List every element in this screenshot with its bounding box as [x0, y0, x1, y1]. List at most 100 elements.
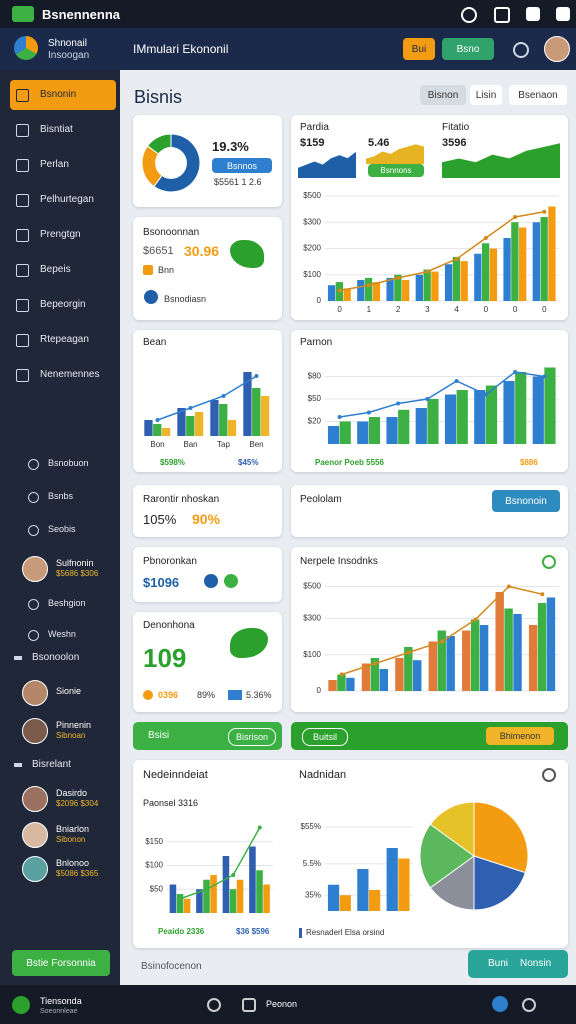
bar	[236, 879, 244, 913]
icon[interactable]	[526, 7, 540, 21]
card-title: Nadnidan	[299, 769, 347, 781]
menu-item[interactable]: Bepeorgin	[40, 299, 86, 310]
menu-icon	[16, 369, 29, 382]
avatar	[22, 680, 48, 706]
bar	[532, 222, 540, 301]
link-icon	[28, 630, 39, 641]
logo	[14, 36, 38, 60]
bar	[249, 846, 256, 913]
active-menu-item[interactable]	[10, 80, 116, 110]
chart-foot: $45%	[238, 458, 259, 467]
brand: Shnonail	[48, 38, 87, 49]
avatar	[22, 718, 48, 744]
y-tick-label: $300	[303, 614, 321, 623]
icon[interactable]	[492, 996, 508, 1012]
action-button[interactable]: Bhimenon	[486, 727, 554, 745]
header-title: IMmulari Ekononil	[133, 42, 229, 56]
bar	[519, 227, 527, 301]
menu-item[interactable]: Bisntiat	[40, 124, 73, 135]
bar	[368, 417, 381, 444]
kpi-value: 30.96	[184, 243, 220, 259]
icon[interactable]	[542, 555, 556, 569]
section-title: Bsonoolon	[32, 652, 80, 663]
orange-button[interactable]: Bui	[403, 38, 435, 60]
bar	[361, 663, 371, 691]
person-name[interactable]: Dasirdo	[56, 788, 88, 798]
badge: Bsnnos	[212, 158, 272, 173]
sidebar-link[interactable]: Seobis	[48, 524, 76, 534]
person-name[interactable]: Pinnenin	[56, 720, 92, 730]
menu-item[interactable]: Perlan	[40, 159, 69, 170]
card-title: Denonhona	[143, 620, 195, 631]
person-name[interactable]: Sulfnonin	[56, 558, 94, 568]
menu-item[interactable]: Nenemennes	[40, 369, 100, 380]
icon[interactable]	[207, 998, 221, 1012]
avatar[interactable]	[544, 36, 570, 62]
bar	[337, 674, 346, 691]
bar	[229, 889, 237, 913]
menu-item[interactable]: Bepeis	[40, 264, 71, 275]
icon[interactable]	[522, 998, 536, 1012]
icon[interactable]	[461, 7, 477, 23]
tab[interactable]: Bsenaon	[509, 85, 567, 105]
card-title: Parnon	[300, 337, 333, 348]
sidebar-link[interactable]: Weshn	[48, 629, 76, 639]
trend-line	[339, 211, 545, 292]
x-tick-label: 0	[337, 305, 342, 314]
x-tick-label: 4	[454, 305, 459, 314]
y-tick-label: $55%	[301, 822, 321, 831]
pie-chart	[419, 801, 529, 911]
bar	[513, 614, 522, 691]
person-detail: $5686 $306	[56, 569, 99, 578]
area	[442, 143, 560, 178]
tab[interactable]: Lisin	[470, 85, 502, 105]
icon[interactable]	[542, 768, 556, 782]
kpi-value: $6651	[143, 245, 174, 257]
x-tick-label: 0	[513, 305, 518, 314]
bottom-tab[interactable]: Peonon	[266, 999, 298, 1009]
green-button[interactable]: Bsno	[442, 38, 494, 60]
card-title: Nerpele Insodnks	[300, 556, 378, 567]
y-tick-label: 0	[317, 686, 322, 695]
trend-line	[179, 827, 261, 900]
sidebar-link[interactable]: Bsnobuon	[48, 458, 89, 468]
bar	[161, 428, 171, 436]
menu-icon	[16, 299, 29, 312]
person-name[interactable]: Sionie	[56, 686, 82, 696]
bar-line-chart: 0 $100 $300 $500	[303, 582, 559, 695]
panel-button[interactable]: Bsnonoin	[492, 490, 560, 512]
menu-item[interactable]: Prengtgn	[40, 229, 81, 240]
action-button[interactable]: Buitsil	[302, 728, 348, 746]
pie-slice	[419, 823, 475, 889]
app-name: Bsnennenna	[42, 7, 121, 22]
trend-line	[339, 371, 545, 418]
person-name[interactable]: Bnlonoo	[56, 858, 90, 868]
menu-item[interactable]: Rtepeagan	[40, 334, 89, 345]
action-button[interactable]: Bisrison	[228, 728, 276, 746]
bar	[537, 603, 547, 691]
tab[interactable]: Bisnon	[420, 85, 466, 105]
bar	[222, 856, 230, 913]
icon[interactable]	[242, 998, 256, 1012]
bar	[474, 390, 486, 444]
menu-item[interactable]: Pelhurtegan	[40, 194, 94, 205]
settings-icon[interactable]	[513, 42, 529, 58]
icon[interactable]	[494, 7, 510, 23]
bar-line-chart: Bon Ban Tap Ben	[144, 372, 270, 449]
sidebar-link[interactable]: Beshgion	[48, 598, 86, 608]
bar	[428, 641, 438, 691]
footer-button[interactable]	[468, 950, 568, 978]
link-icon	[28, 459, 39, 470]
sidebar-button[interactable]: Bstie Forsonnia	[12, 950, 110, 976]
menu-item[interactable]: Bsnonin	[40, 89, 77, 100]
mini-value: 5.46	[368, 137, 390, 149]
icon[interactable]	[556, 7, 570, 21]
section-icon	[14, 763, 22, 767]
bar	[546, 597, 556, 691]
pie-slice	[429, 855, 475, 911]
person-name[interactable]: Bniarlon	[56, 824, 90, 834]
sidebar-link[interactable]: Bsnbs	[48, 491, 74, 501]
status-bar	[0, 0, 576, 28]
card-foot: Bsnodiasn	[164, 294, 207, 304]
